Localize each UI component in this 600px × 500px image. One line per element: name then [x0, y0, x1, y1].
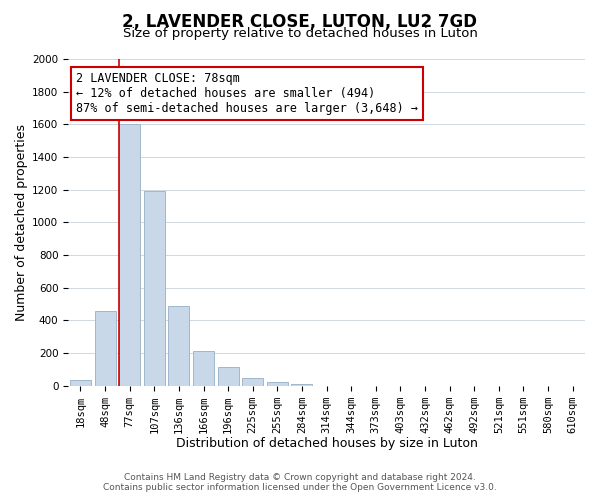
Y-axis label: Number of detached properties: Number of detached properties [15, 124, 28, 321]
Text: Contains HM Land Registry data © Crown copyright and database right 2024.
Contai: Contains HM Land Registry data © Crown c… [103, 473, 497, 492]
Bar [267, 382, 288, 386]
Bar [193, 352, 214, 386]
Bar [169, 306, 190, 386]
Bar [119, 124, 140, 386]
Bar [70, 380, 91, 386]
Text: 2 LAVENDER CLOSE: 78sqm
← 12% of detached houses are smaller (494)
87% of semi-d: 2 LAVENDER CLOSE: 78sqm ← 12% of detache… [76, 72, 418, 115]
Bar [242, 378, 263, 386]
Bar [95, 312, 116, 386]
X-axis label: Distribution of detached houses by size in Luton: Distribution of detached houses by size … [176, 437, 478, 450]
Bar [144, 192, 165, 386]
Text: 2, LAVENDER CLOSE, LUTON, LU2 7GD: 2, LAVENDER CLOSE, LUTON, LU2 7GD [122, 12, 478, 30]
Bar [218, 367, 239, 386]
Text: Size of property relative to detached houses in Luton: Size of property relative to detached ho… [122, 28, 478, 40]
Bar [292, 384, 313, 386]
